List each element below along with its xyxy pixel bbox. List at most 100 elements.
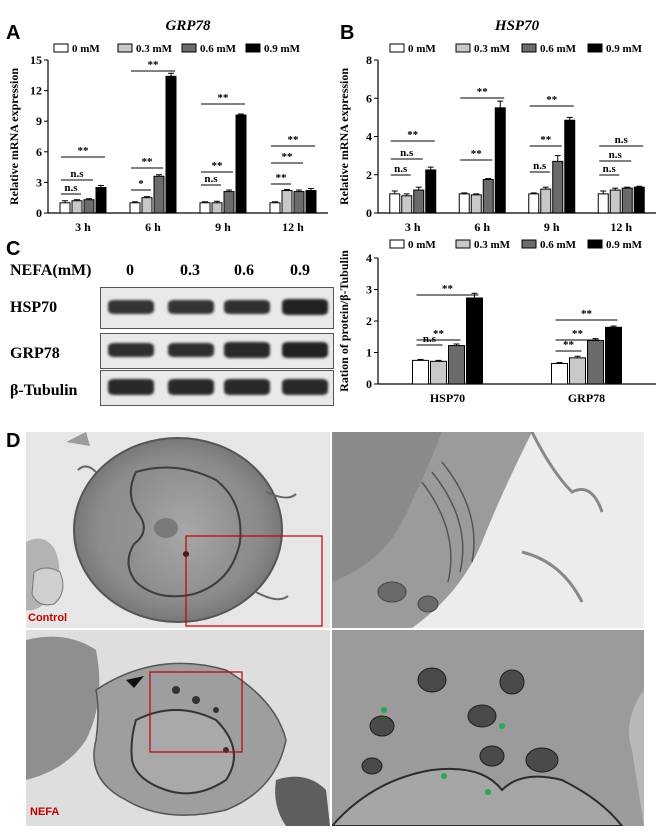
chart-protein-ratio: 0 mM 0.3 mM 0.6 mM 0.9 mM 0 1 2 3 4 Ration of pro… [334,236,668,430]
legend-swatch-0 [390,240,404,248]
y-tick-label: 2 [366,314,372,328]
y-axis-label: Relative mRNA expression [7,68,21,205]
bar [565,120,575,213]
sig-label: n.s [64,182,78,194]
bar [96,188,106,214]
blot-dose-3: 0.9 [290,262,310,280]
y-tick-label: 9 [36,114,42,128]
sig-label: ** [581,308,593,320]
y-tick-label: 3 [366,283,372,297]
y-tick-label: 0 [366,377,372,391]
y-tick-label: 2 [366,168,372,182]
sig-label: ** [540,134,552,146]
sig-label: ** [563,339,575,351]
bar [606,327,622,384]
bar [413,360,429,384]
bar [282,191,292,213]
sig-label: ** [407,129,419,141]
y-tick-label: 6 [366,91,372,105]
bar [570,358,586,384]
sig-label: ** [142,156,154,168]
x-tick-label: GRP78 [568,391,605,405]
bar [553,161,563,213]
panel-letter-c: C [6,238,20,261]
sig-label: n.s [70,168,84,180]
panel-letter-d: D [6,430,20,453]
sig-label: ** [276,172,288,184]
bar [467,298,483,384]
y-tick-label: 0 [36,206,42,220]
bar [431,361,447,384]
sig-label: ** [78,145,90,157]
y-tick-label: 4 [366,251,372,265]
sig-label: ** [282,151,294,163]
bar [459,194,469,213]
legend-swatch-1 [456,44,470,52]
y-tick-label: 12 [30,84,42,98]
x-tick-label: 12 h [282,220,304,234]
sig-label: ** [546,94,558,106]
x-tick-label: 12 h [610,220,632,234]
sig-label: n.s [533,160,547,172]
legend-label-3: 0.9 mM [264,43,301,55]
x-tick-label: 6 h [474,220,490,234]
sig-label: ** [572,328,584,340]
em-nefa-zoom-image [332,630,644,826]
legend-label-3: 0.9 mM [606,43,643,55]
blot-band [282,379,328,394]
sig-label: n.s [615,134,629,146]
em-nefa-label: NEFA [30,806,59,818]
blot-band [108,379,154,394]
bar [598,194,608,213]
x-tick-label: 3 h [75,220,91,234]
blot-row-label: GRP78 [10,345,60,363]
bar [130,203,140,213]
legend-label-2: 0.6 mM [200,43,237,55]
bar [449,346,465,384]
blot-band [224,379,270,394]
sig-label: ** [288,134,300,146]
blot-band [168,379,214,394]
em-control-label: Control [28,612,67,624]
chart-grp78-mrna: GRP780 mM 0.3 mM 0.6 mM 0.9 mM03691215Relat… [0,0,334,236]
legend-swatch-3 [588,44,602,52]
bar [142,198,152,213]
bar [471,195,481,213]
sig-label: ** [218,92,230,104]
sig-label: ** [433,328,445,340]
legend-swatch-2 [182,44,196,52]
legend-label-0: 0 mM [408,239,436,251]
legend-label-0: 0 mM [72,43,100,55]
blot-band [168,343,214,358]
bar [426,170,436,213]
legend-swatch-3 [246,44,260,52]
em-control-overview [26,432,330,628]
sig-label: n.s [394,163,408,175]
y-tick-label: 1 [366,346,372,360]
legend-label-2: 0.6 mM [540,239,577,251]
bar [200,203,210,213]
bar [529,194,539,213]
bar [390,194,400,213]
bar [414,190,424,213]
blot-dose-0: 0 [126,262,134,280]
bar [270,203,280,213]
blot-band [282,299,328,315]
legend-label-1: 0.3 mM [474,43,511,55]
y-tick-label: 4 [366,130,372,144]
legend-swatch-3 [588,240,602,248]
blot-dose-1: 0.3 [180,262,200,280]
sig-label: n.s [204,173,218,185]
blot-band [224,300,270,315]
em-control-overview-image [26,432,330,628]
sig-label: ** [477,86,489,98]
bar [402,196,412,213]
legend-label-1: 0.3 mM [474,239,511,251]
y-axis-label: Ration of protein/β-Tubulin [337,250,351,392]
chart-hsp70-mrna: HSP700 mM 0.3 mM 0.6 mM 0.9 mM02468Relative… [334,0,668,236]
bar [166,76,176,213]
em-nefa-overview-image [26,630,330,826]
bar [72,201,82,213]
bar [483,180,493,213]
bar [306,191,316,213]
